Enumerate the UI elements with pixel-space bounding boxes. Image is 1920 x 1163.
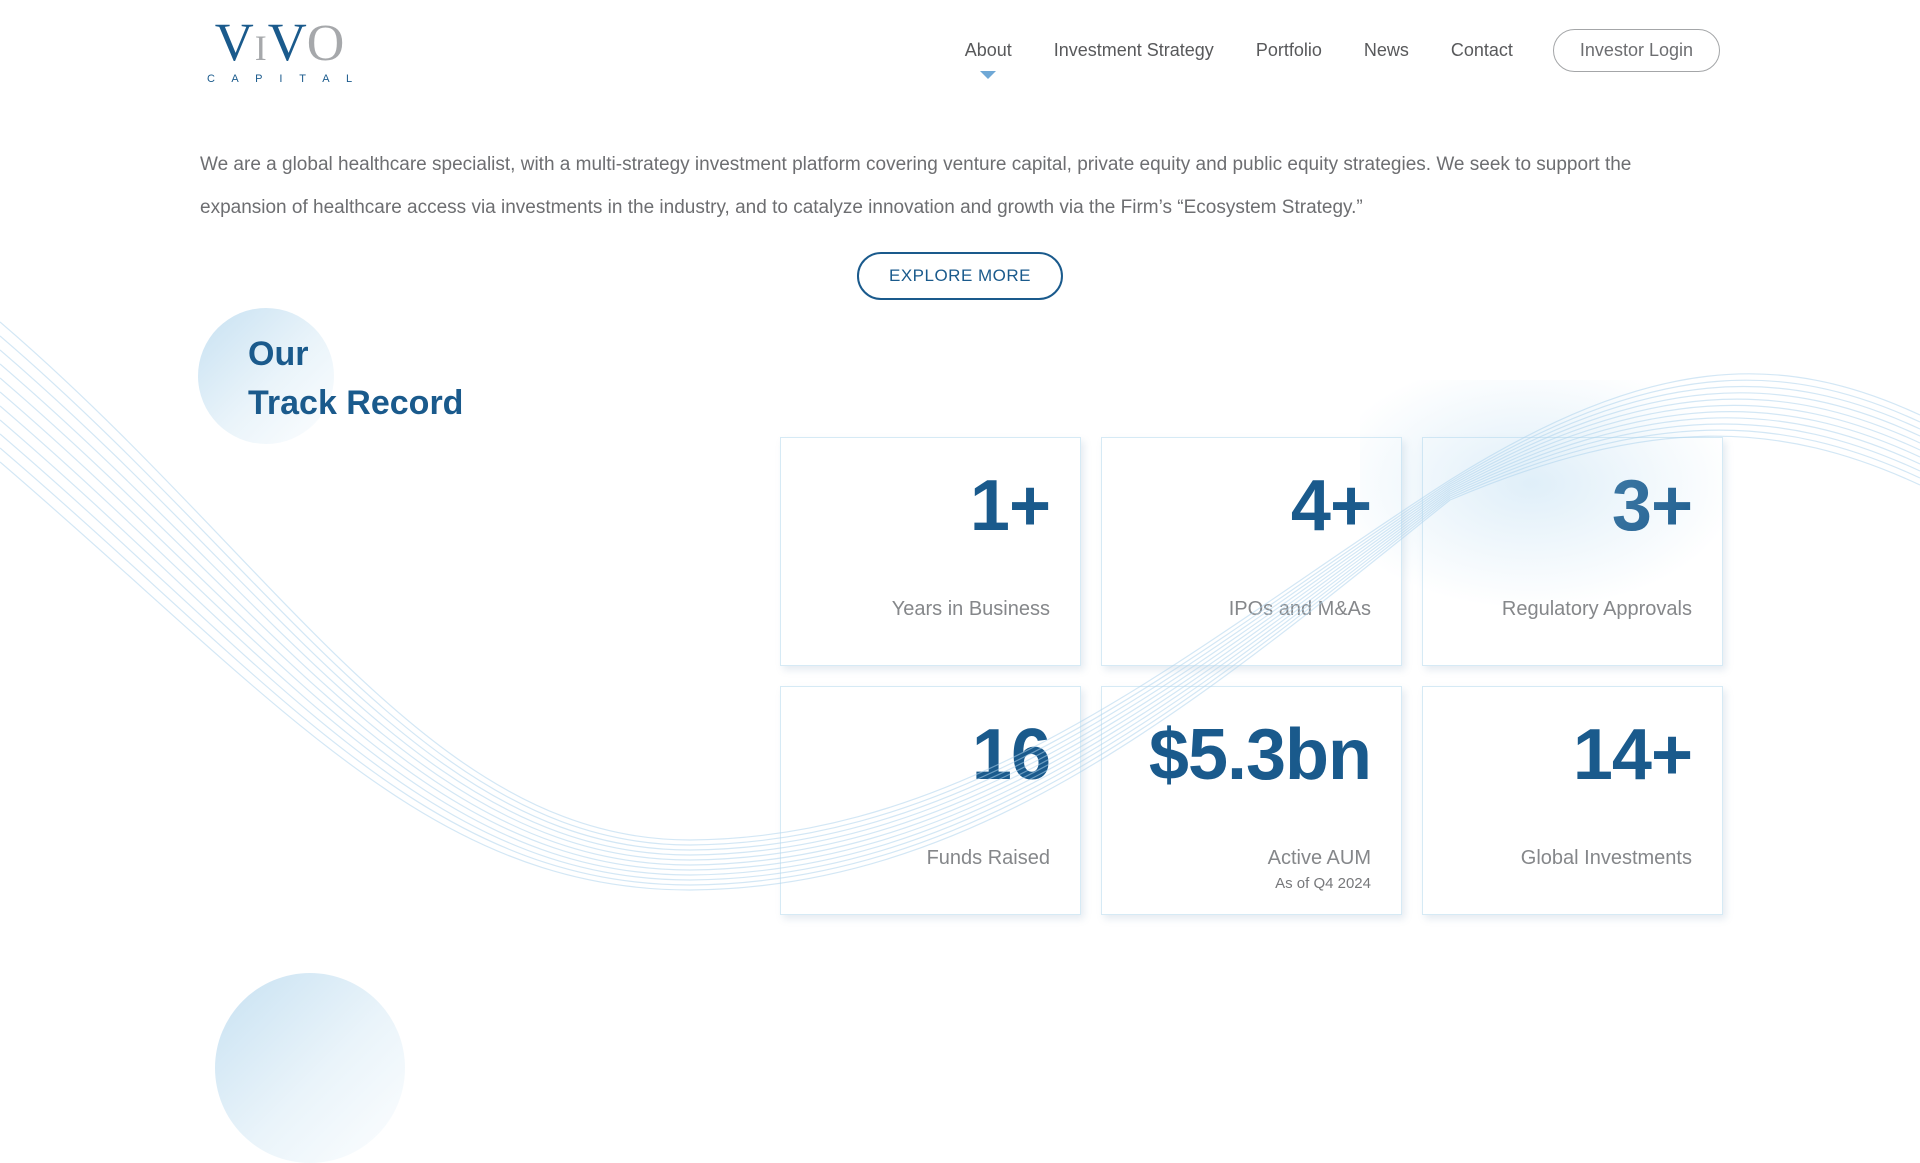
explore-more-button[interactable]: EXPLORE MORE	[856, 252, 1064, 300]
investor-login-button[interactable]: Investor Login	[1552, 28, 1720, 72]
logo-subtitle: C A P I T A L	[207, 73, 360, 85]
stats-grid: 1+ Years in Business 4+ IPOs and M&As 3+…	[780, 437, 1723, 915]
nav-item-contact[interactable]: Contact	[1451, 40, 1513, 61]
stat-card-active-aum: $5.3bn Active AUM As of Q4 2024	[1101, 686, 1402, 915]
intro-paragraph: We are a global healthcare specialist, w…	[200, 154, 1632, 218]
nav-item-label: Investment Strategy	[1053, 39, 1214, 60]
heading-line: Track Record	[248, 384, 464, 422]
nav-item-label: About	[964, 39, 1012, 60]
logo-letter: I	[254, 28, 267, 68]
stat-label: Regulatory Approvals	[1501, 598, 1692, 620]
stat-card-funds-raised: 16 Funds Raised	[780, 686, 1081, 915]
stat-label: Funds Raised	[926, 847, 1050, 869]
stat-value: 16	[971, 715, 1051, 795]
gradient-circle-decoration	[215, 973, 405, 1163]
stat-value: 1+	[969, 466, 1051, 546]
main-nav: About Investment Strategy Portfolio News…	[964, 39, 1513, 79]
heading-line: Our	[248, 335, 309, 373]
nav-item-portfolio[interactable]: Portfolio	[1256, 40, 1322, 61]
stat-label: IPOs and M&As	[1228, 598, 1371, 620]
stat-label: Global Investments	[1520, 847, 1692, 869]
stat-card-regulatory-approvals: 3+ Regulatory Approvals	[1422, 437, 1723, 666]
chevron-down-icon	[980, 70, 997, 79]
logo-letter: V	[214, 12, 254, 72]
nav-item-investment-strategy[interactable]: Investment Strategy	[1054, 40, 1214, 61]
stat-card-global-investments: 14+ Global Investments	[1422, 686, 1723, 915]
nav-item-about[interactable]: About	[964, 39, 1012, 79]
stat-label: Years in Business	[891, 598, 1050, 620]
logo-letter: O	[306, 15, 345, 72]
nav-item-label: Contact	[1450, 39, 1513, 60]
nav-item-news[interactable]: News	[1364, 40, 1409, 61]
stat-value: 14+	[1572, 715, 1693, 795]
stat-label: Active AUM	[1267, 847, 1371, 869]
stat-card-years-in-business: 1+ Years in Business	[780, 437, 1081, 666]
track-record-heading: Our Track Record	[248, 330, 463, 428]
stat-sublabel: As of Q4 2024	[1275, 875, 1371, 892]
logo-letter: V	[267, 12, 307, 72]
stat-value: 4+	[1290, 466, 1372, 546]
stat-value: 3+	[1611, 466, 1693, 546]
stat-value: $5.3bn	[1148, 715, 1372, 795]
nav-item-label: News	[1363, 39, 1409, 60]
nav-item-label: Portfolio	[1255, 39, 1322, 60]
stat-card-ipos-mas: 4+ IPOs and M&As	[1101, 437, 1402, 666]
